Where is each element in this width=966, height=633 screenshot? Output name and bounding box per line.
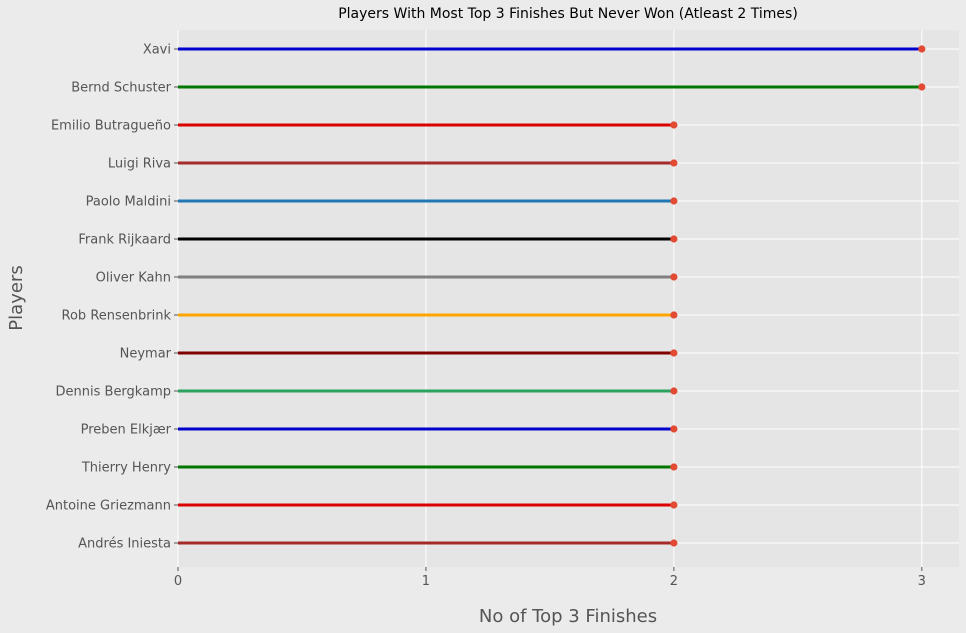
y-tick-label: Xavi	[143, 43, 171, 58]
x-axis-title: No of Top 3 Finishes	[479, 606, 657, 627]
x-tick-label: 0	[174, 574, 182, 589]
y-tick-label: Oliver Kahn	[96, 271, 171, 286]
plot-area	[178, 30, 959, 567]
y-tick-label: Preben Elkjær	[81, 423, 172, 438]
x-tick-label: 1	[422, 574, 430, 589]
y-tick-label: Bernd Schuster	[71, 81, 171, 96]
y-tick-label: Luigi Riva	[108, 157, 171, 172]
x-tick-label: 3	[918, 574, 926, 589]
y-tick-label: Thierry Henry	[81, 461, 171, 476]
y-tick-labels: Xavi Bernd Schuster Emilio Butragueño Luigi…	[46, 43, 178, 552]
y-tick-label: Dennis Bergkamp	[56, 385, 171, 400]
data-point	[670, 501, 678, 509]
chart-title: Players With Most Top 3 Finishes But Nev…	[338, 6, 798, 22]
y-tick-label: Rob Rensenbrink	[62, 309, 172, 324]
data-point	[918, 83, 926, 91]
data-point	[670, 311, 678, 319]
y-tick-label: Andrés Iniesta	[78, 537, 171, 552]
x-tick-labels: 0 1 2 3	[174, 567, 926, 589]
x-tick-label: 2	[670, 574, 678, 589]
y-tick-label: Frank Rijkaard	[78, 233, 171, 248]
y-tick-label: Emilio Butragueño	[51, 119, 171, 134]
data-point	[670, 387, 678, 395]
stems	[178, 47, 922, 545]
data-point	[670, 197, 678, 205]
data-point	[670, 121, 678, 129]
data-point	[670, 425, 678, 433]
y-axis-title: Players	[6, 265, 27, 330]
data-point	[918, 45, 926, 53]
data-point	[670, 349, 678, 357]
data-point	[670, 463, 678, 471]
markers	[670, 45, 926, 547]
data-point	[670, 539, 678, 547]
y-tick-label: Paolo Maldini	[86, 195, 171, 210]
data-point	[670, 235, 678, 243]
data-point	[670, 273, 678, 281]
y-tick-label: Neymar	[120, 347, 172, 362]
data-point	[670, 159, 678, 167]
y-tick-label: Antoine Griezmann	[46, 499, 171, 514]
